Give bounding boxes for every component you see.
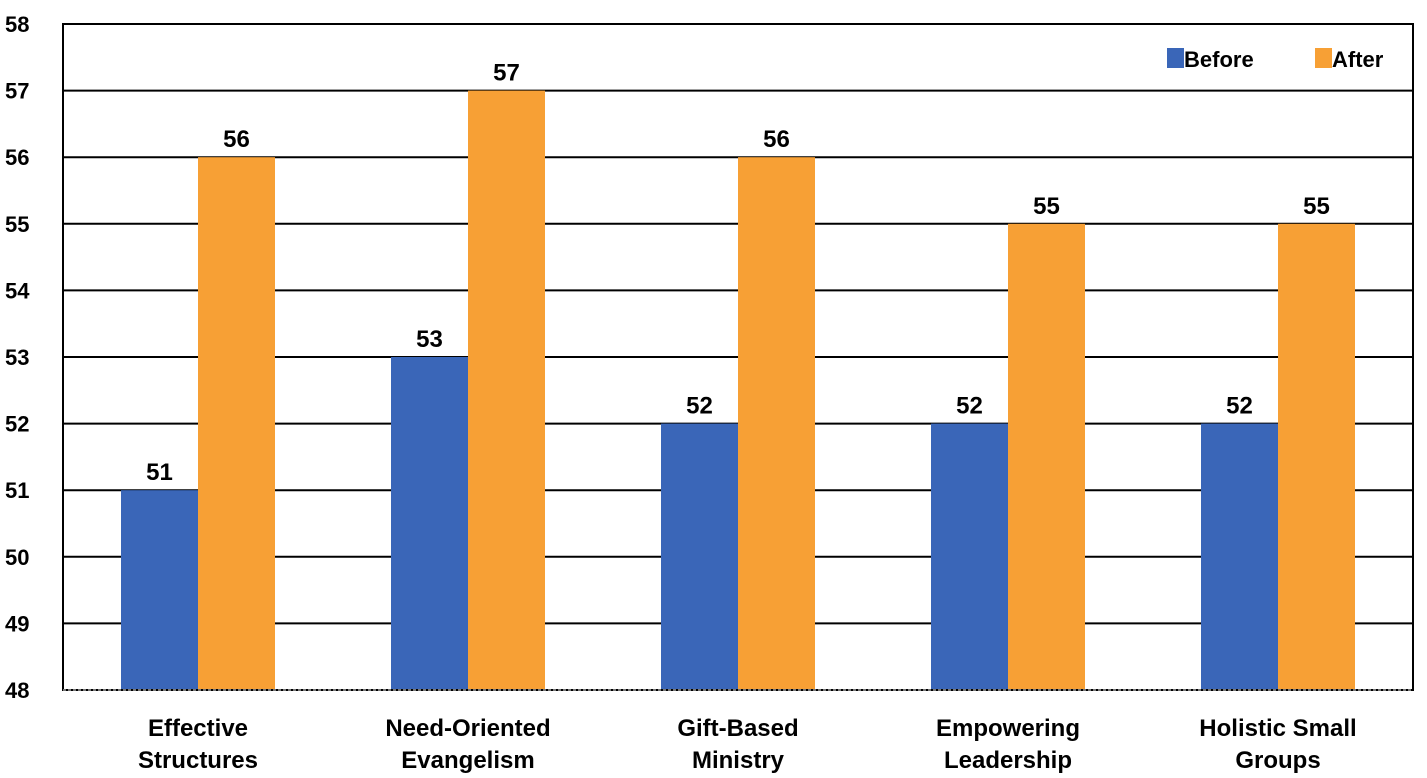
legend-label-before: Before xyxy=(1184,47,1254,72)
x-category-label: Need-Oriented xyxy=(385,715,550,742)
data-labels: 51 56 53 57 52 56 52 55 52 55 xyxy=(146,60,1330,487)
data-label: 52 xyxy=(1226,393,1253,420)
legend-swatch-after xyxy=(1315,48,1332,68)
data-label: 55 xyxy=(1303,193,1330,220)
x-category-label: Structures xyxy=(138,747,258,774)
data-label: 56 xyxy=(763,126,790,153)
legend-label-after: After xyxy=(1332,47,1384,72)
bar-after xyxy=(1008,223,1085,691)
x-category-label: Holistic Small xyxy=(1199,715,1356,742)
x-category-label: Ministry xyxy=(692,747,785,774)
bar-after xyxy=(198,157,275,690)
x-category-label: Evangelism xyxy=(401,747,534,774)
data-label: 52 xyxy=(686,393,713,420)
bar-after xyxy=(468,90,545,691)
legend-swatch-before xyxy=(1167,48,1184,68)
bars xyxy=(121,90,1355,691)
y-tick-label: 51 xyxy=(5,478,29,503)
bar-after xyxy=(1278,223,1355,691)
bar-before xyxy=(391,357,468,690)
x-category-label: Effective xyxy=(148,715,248,742)
y-tick-label: 57 xyxy=(5,79,29,104)
legend: Before After xyxy=(1167,47,1384,72)
bar-before xyxy=(1201,423,1278,690)
y-tick-label: 50 xyxy=(5,545,29,570)
x-category-label: Groups xyxy=(1235,747,1320,774)
x-axis-categories: Effective Structures Need-Oriented Evangeli… xyxy=(138,715,1357,774)
y-tick-label: 53 xyxy=(5,345,29,370)
bar-before xyxy=(661,423,738,690)
data-label: 53 xyxy=(416,326,443,353)
y-tick-label: 48 xyxy=(5,678,29,703)
data-label: 51 xyxy=(146,459,173,486)
x-category-label: Gift-Based xyxy=(677,715,798,742)
x-category-label: Leadership xyxy=(944,747,1072,774)
y-tick-label: 54 xyxy=(5,278,30,303)
bar-after xyxy=(738,157,815,690)
y-tick-label: 58 xyxy=(5,12,29,37)
plot-frame xyxy=(62,23,1414,691)
data-label: 57 xyxy=(493,60,520,87)
data-label: 56 xyxy=(223,126,250,153)
bar-before xyxy=(931,423,1008,690)
y-axis-ticks: 48 49 50 51 52 53 54 55 56 57 58 xyxy=(5,12,30,703)
y-tick-label: 49 xyxy=(5,611,29,636)
y-tick-label: 52 xyxy=(5,412,29,437)
y-tick-label: 55 xyxy=(5,212,29,237)
bar-before xyxy=(121,490,198,690)
data-label: 52 xyxy=(956,393,983,420)
y-tick-label: 56 xyxy=(5,145,29,170)
x-category-label: Empowering xyxy=(936,715,1080,742)
data-label: 55 xyxy=(1033,193,1060,220)
